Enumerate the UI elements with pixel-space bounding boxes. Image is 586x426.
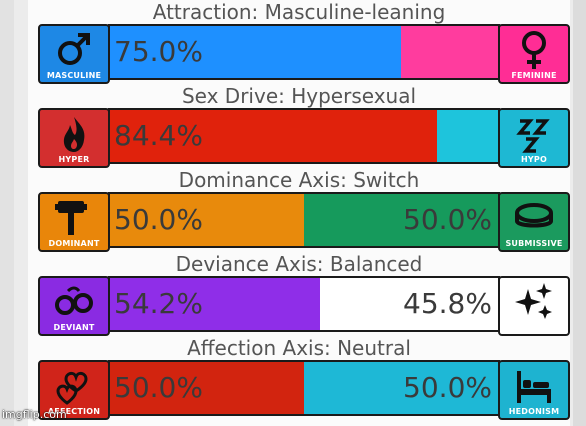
dominance-bar: 50.0% 50.0% <box>108 192 500 248</box>
masculine-label: MASCULINE <box>46 71 102 80</box>
attraction-bar: 75.0% <box>108 24 500 80</box>
feminine-icon-box: FEMININE <box>498 24 570 84</box>
flame-icon <box>63 117 85 152</box>
bar-right-segment <box>437 110 498 162</box>
bar-left-segment: 50.0% <box>110 194 304 246</box>
dominant-label: DOMINANT <box>48 239 100 248</box>
axis-title: Affection Axis: Neutral <box>187 336 411 360</box>
deviant-icon-box: DEVIANT <box>38 276 110 336</box>
bar-right-segment: 50.0% <box>304 194 498 246</box>
hedonism-icon-box: HEDONISM <box>498 360 570 420</box>
pure-icon-box: PURE <box>498 276 570 336</box>
right-percent: 50.0% <box>403 371 492 404</box>
axis-attraction: Attraction: Masculine-leaning MASCULINE … <box>28 0 570 84</box>
page-left-edge <box>0 0 14 426</box>
left-percent: 50.0% <box>114 203 203 236</box>
hypo-icon-box: HYPO <box>498 108 570 168</box>
bar-right-segment: 45.8% <box>320 278 498 330</box>
hyper-label: HYPER <box>58 155 90 164</box>
feminine-label: FEMININE <box>511 71 557 80</box>
axis-sex-drive: Sex Drive: Hypersexual HYPER 84.4% HYPO <box>28 84 570 168</box>
axis-title: Dominance Axis: Switch <box>178 168 420 192</box>
bar-left-segment: 50.0% <box>110 362 304 414</box>
hedonism-label: HEDONISM <box>508 407 560 416</box>
gavel-icon <box>55 201 87 235</box>
female-symbol-icon <box>522 31 546 69</box>
pure-label: PURE <box>521 323 547 332</box>
left-percent: 50.0% <box>114 371 203 404</box>
submissive-icon-box: SUBMISSIVE <box>498 192 570 252</box>
axis-title: Attraction: Masculine-leaning <box>152 0 446 24</box>
left-percent: 54.2% <box>114 287 203 320</box>
page-right-edge <box>573 0 586 426</box>
bar-right-segment: 50.0% <box>304 362 498 414</box>
results-card: Attraction: Masculine-leaning MASCULINE … <box>28 0 570 426</box>
handcuffs-icon <box>55 286 93 315</box>
bar-left-segment: 75.0% <box>110 26 401 78</box>
hyper-icon-box: HYPER <box>38 108 110 168</box>
sparkles-icon <box>515 283 552 319</box>
axis-affection: Affection Axis: Neutral AFFECTION 50.0% … <box>28 336 570 420</box>
hearts-icon <box>56 371 88 405</box>
bar-right-segment <box>401 26 498 78</box>
masculine-icon-box: MASCULINE <box>38 24 110 84</box>
bar-left-segment: 54.2% <box>110 278 321 330</box>
affection-icon-box: AFFECTION <box>38 360 110 420</box>
bed-icon <box>517 371 551 403</box>
deviance-bar: 54.2% 45.8% <box>108 276 500 332</box>
axis-dominance: Dominance Axis: Switch DOMINANT 50.0% 50… <box>28 168 570 252</box>
male-symbol-icon <box>58 33 90 65</box>
left-percent: 84.4% <box>114 119 203 152</box>
axis-title: Deviance Axis: Balanced <box>175 252 423 276</box>
axis-title: Sex Drive: Hypersexual <box>181 84 417 108</box>
sex-drive-bar: 84.4% <box>108 108 500 164</box>
right-percent: 50.0% <box>403 203 492 236</box>
dominant-icon-box: DOMINANT <box>38 192 110 252</box>
affection-label: AFFECTION <box>47 407 101 416</box>
collar-icon <box>515 203 553 228</box>
deviant-label: DEVIANT <box>53 323 95 332</box>
affection-bar: 50.0% 50.0% <box>108 360 500 416</box>
hypo-label: HYPO <box>521 155 547 164</box>
submissive-label: SUBMISSIVE <box>505 239 563 248</box>
left-percent: 75.0% <box>114 35 203 68</box>
sleep-zzz-icon <box>516 119 550 153</box>
bar-left-segment: 84.4% <box>110 110 438 162</box>
right-percent: 45.8% <box>403 287 492 320</box>
watermark: imgflip.com <box>2 408 67 421</box>
axis-deviance: Deviance Axis: Balanced DEVIANT 54.2% 45… <box>28 252 570 336</box>
